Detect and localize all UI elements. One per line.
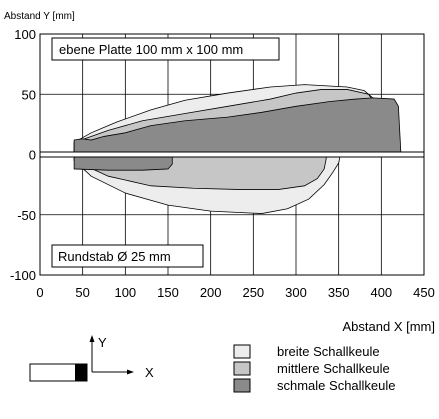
x-tick-label: 50 [75, 285, 89, 300]
inset-y-arrowhead [89, 335, 95, 342]
legend-swatch [233, 344, 251, 359]
x-tick-label: 450 [413, 285, 435, 300]
plot-frame [39, 33, 425, 276]
inset-x-label: X [145, 365, 154, 380]
y-tick-label: 0 [29, 148, 36, 163]
y-tick-label: -100 [10, 268, 36, 283]
annotation-top: ebene Platte 100 mm x 100 mm [51, 37, 280, 61]
annotation-bottom-text: Rundstab Ø 25 mm [58, 249, 171, 264]
annotation-bottom: Rundstab Ø 25 mm [51, 244, 204, 268]
x-tick-label: 150 [157, 285, 179, 300]
legend: breite Schallkeule mittlere Schallkeule sc… [233, 344, 396, 393]
y-tick-label: 100 [14, 27, 36, 42]
inset-axes: Y X [29, 335, 154, 382]
x-tick-label: 0 [36, 285, 43, 300]
annotation-top-text: ebene Platte 100 mm x 100 mm [59, 42, 243, 57]
x-tick-label: 300 [285, 285, 307, 300]
axis-ticks: 0 50 100 150 200 250 300 350 400 450 100 50 0 -50 -100 [10, 27, 435, 300]
x-tick-label: 250 [242, 285, 264, 300]
legend-swatch [233, 361, 251, 376]
inset-y-label: Y [98, 335, 107, 350]
x-tick-label: 100 [114, 285, 136, 300]
y-tick-label: 50 [22, 87, 36, 102]
x-tick-label: 200 [200, 285, 222, 300]
y-tick-label: -50 [17, 208, 36, 223]
x-tick-label: 350 [328, 285, 350, 300]
legend-swatch [233, 378, 251, 393]
area-upper-3 [73, 97, 402, 155]
legend-label: breite Schallkeule [277, 344, 380, 359]
inset-x-arrowhead [127, 369, 134, 375]
y-axis-label: Abstand Y [mm] [4, 11, 75, 22]
areas [73, 84, 402, 214]
zero-axis [39, 151, 425, 158]
x-tick-label: 400 [370, 285, 392, 300]
legend-label: mittlere Schallkeule [277, 361, 390, 376]
sensor-face [75, 364, 87, 381]
legend-label: schmale Schallkeule [277, 378, 396, 393]
x-axis-label: Abstand X [mm] [343, 319, 435, 334]
